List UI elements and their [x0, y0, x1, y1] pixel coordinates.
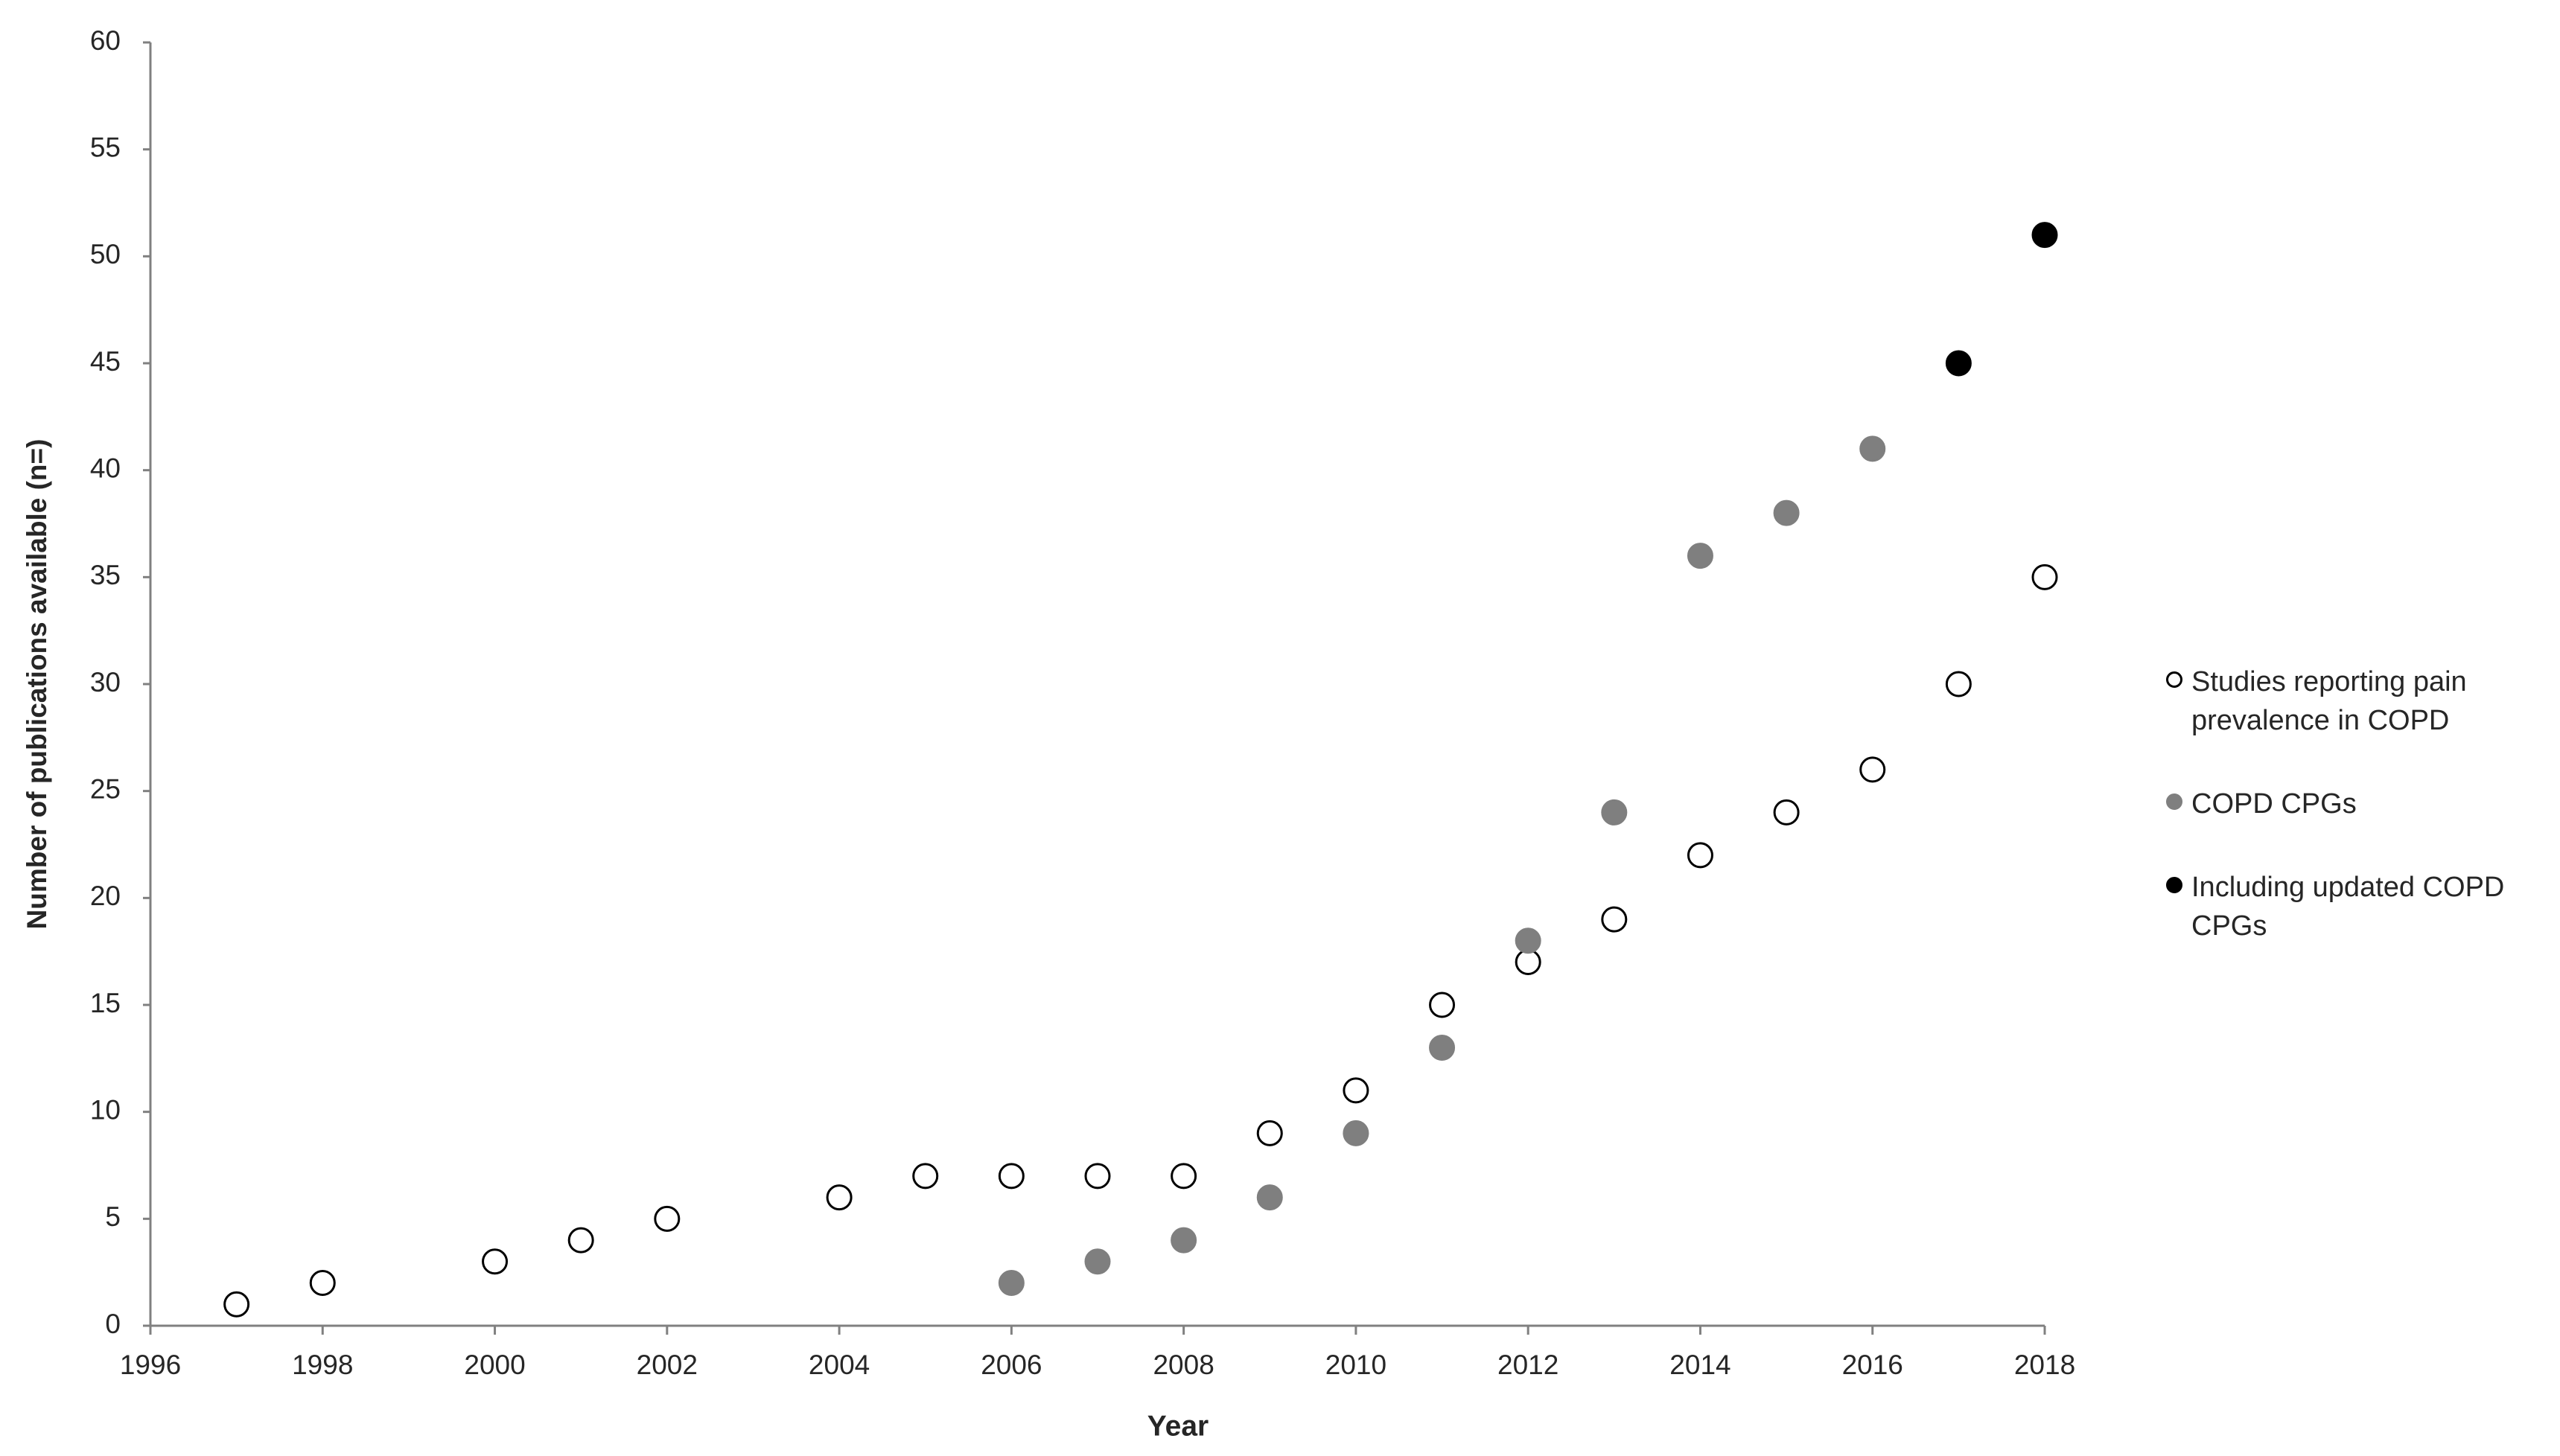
legend-item: COPD CPGs [2163, 785, 2550, 823]
x-tick-label: 2002 [637, 1350, 698, 1380]
y-axis-label: Number of publications available (n=) [22, 439, 52, 930]
point [1343, 1077, 1369, 1104]
point [1343, 1120, 1369, 1146]
point [2031, 563, 2058, 590]
x-tick-label: 1998 [292, 1350, 353, 1380]
point [309, 1270, 336, 1297]
point [1687, 842, 1713, 869]
x-tick-label: 2000 [464, 1350, 525, 1380]
y-tick-label: 45 [90, 346, 121, 377]
point [1859, 756, 1886, 783]
point [482, 1248, 509, 1275]
point [1171, 1227, 1197, 1254]
point [1429, 992, 1456, 1018]
legend-item: Including updated COPD CPGs [2163, 868, 2550, 945]
point [912, 1163, 939, 1190]
legend-marker [2166, 877, 2182, 893]
y-tick-label: 15 [90, 988, 121, 1018]
y-tick-label: 25 [90, 773, 121, 804]
point [2031, 222, 2058, 249]
point [1859, 435, 1886, 462]
legend-marker [2166, 671, 2182, 688]
y-tick-label: 5 [105, 1201, 121, 1232]
y-tick-label: 50 [90, 239, 121, 269]
x-tick-label: 2010 [1325, 1350, 1386, 1380]
point [567, 1227, 594, 1254]
point [654, 1205, 681, 1232]
point [1429, 1034, 1456, 1061]
y-tick-label: 55 [90, 132, 121, 162]
x-tick-label: 2008 [1153, 1350, 1214, 1380]
legend-label: COPD CPGs [2191, 788, 2357, 820]
y-tick-label: 0 [105, 1309, 121, 1339]
legend-item: Studies reporting pain prevalence in COP… [2163, 662, 2550, 740]
x-tick-label: 2012 [1497, 1350, 1558, 1380]
x-tick-label: 2014 [1669, 1350, 1730, 1380]
point [826, 1184, 853, 1211]
point [1687, 543, 1713, 569]
y-tick-label: 10 [90, 1094, 121, 1125]
point [1171, 1163, 1197, 1190]
legend-marker [2166, 794, 2182, 810]
point [223, 1291, 250, 1318]
point [1773, 499, 1800, 526]
y-tick-label: 40 [90, 453, 121, 483]
x-tick-label: 2006 [981, 1350, 1042, 1380]
x-tick-label: 2018 [2014, 1350, 2075, 1380]
y-tick-label: 35 [90, 560, 121, 590]
point [1256, 1184, 1283, 1211]
point [1515, 927, 1541, 954]
x-tick-label: 2016 [1842, 1350, 1903, 1380]
point [998, 1270, 1025, 1297]
legend: Studies reporting pain prevalence in COP… [2163, 662, 2550, 990]
legend-label: Studies reporting pain prevalence in COP… [2191, 666, 2467, 736]
point [1084, 1248, 1111, 1275]
point [1601, 906, 1628, 933]
point [1084, 1163, 1111, 1190]
x-tick-label: 1996 [120, 1350, 181, 1380]
point [1945, 350, 1972, 377]
y-tick-label: 60 [90, 25, 121, 56]
point [1601, 799, 1628, 826]
point [1256, 1120, 1283, 1146]
y-tick-label: 30 [90, 667, 121, 697]
point [1945, 671, 1972, 697]
y-tick-label: 20 [90, 881, 121, 911]
point [998, 1163, 1025, 1190]
point [1773, 799, 1800, 826]
legend-label: Including updated COPD CPGs [2191, 872, 2505, 942]
point [1515, 949, 1541, 976]
x-axis-label: Year [1147, 1410, 1209, 1442]
x-tick-label: 2004 [809, 1350, 870, 1380]
